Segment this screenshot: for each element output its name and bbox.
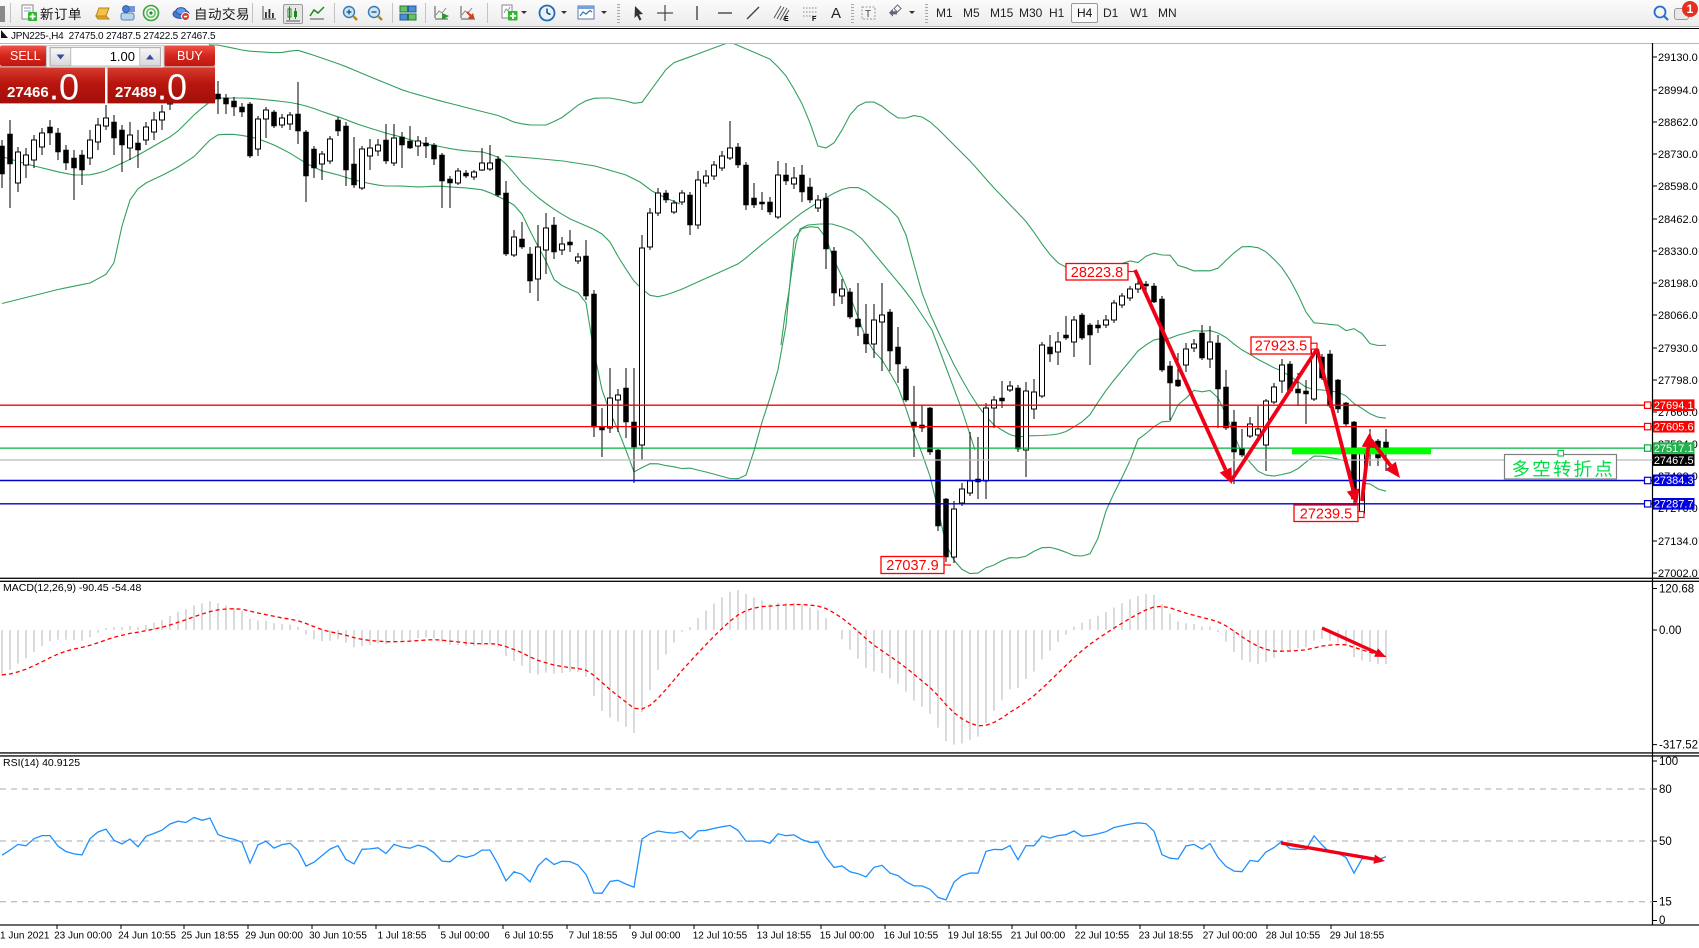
svg-text:0: 0 [1659,915,1665,927]
svg-text:27287.7: 27287.7 [1654,499,1694,511]
svg-text:23 Jun 00:00: 23 Jun 00:00 [54,931,112,942]
svg-text:50: 50 [1659,836,1672,848]
svg-text:25 Jun 18:55: 25 Jun 18:55 [181,931,239,942]
svg-text:28862.0: 28862.0 [1658,117,1698,129]
svg-text:6 Jul 10:55: 6 Jul 10:55 [505,931,554,942]
svg-text:29 Jun 00:00: 29 Jun 00:00 [245,931,303,942]
svg-text:27694.1: 27694.1 [1654,400,1694,412]
svg-text:27239.5: 27239.5 [1300,506,1352,522]
svg-text:27605.6: 27605.6 [1654,422,1694,434]
svg-text:15 Jul 00:00: 15 Jul 00:00 [820,931,875,942]
svg-text:13 Jul 18:55: 13 Jul 18:55 [757,931,812,942]
svg-text:27384.3: 27384.3 [1654,475,1694,487]
svg-text:30 Jun 10:55: 30 Jun 10:55 [309,931,367,942]
svg-text:RSI(14) 40.9125: RSI(14) 40.9125 [3,757,80,769]
svg-text:27798.0: 27798.0 [1658,375,1698,387]
svg-text:F: F [812,16,817,22]
svg-text:9 Jul 00:00: 9 Jul 00:00 [632,931,681,942]
svg-text:27037.9: 27037.9 [886,558,938,574]
svg-text:28994.0: 28994.0 [1658,85,1698,97]
svg-text:28598.0: 28598.0 [1658,181,1698,193]
svg-text:-317.52: -317.52 [1659,740,1698,752]
svg-text:28066.0: 28066.0 [1658,310,1698,322]
svg-text:.0: .0 [49,67,79,108]
svg-text:120.68: 120.68 [1659,584,1694,596]
svg-text:BUY: BUY [177,49,203,63]
svg-text:SELL: SELL [10,49,41,63]
svg-text:21 Jul 00:00: 21 Jul 00:00 [1011,931,1066,942]
svg-text:28 Jul 10:55: 28 Jul 10:55 [1266,931,1321,942]
svg-text:1 Jun 2021: 1 Jun 2021 [0,931,50,942]
svg-text:1 Jul 18:55: 1 Jul 18:55 [378,931,427,942]
svg-text:0.00: 0.00 [1659,625,1681,637]
svg-text:27134.0: 27134.0 [1658,536,1698,548]
svg-text:JPN225-,H4 27475.0 27487.5 27: JPN225-,H4 27475.0 27487.5 27422.5 27467… [11,31,216,42]
svg-text:27517.1: 27517.1 [1654,443,1694,455]
svg-text:27489: 27489 [115,84,157,101]
svg-text:19 Jul 18:55: 19 Jul 18:55 [948,931,1003,942]
svg-text:29 Jul 18:55: 29 Jul 18:55 [1330,931,1385,942]
svg-text:27930.0: 27930.0 [1658,343,1698,355]
svg-text:T: T [865,9,871,20]
svg-text:27923.5: 27923.5 [1255,339,1307,355]
svg-text:28223.8: 28223.8 [1071,265,1123,281]
svg-text:27 Jul 00:00: 27 Jul 00:00 [1203,931,1258,942]
svg-text:MACD(12,26,9) -90.45 -54.48: MACD(12,26,9) -90.45 -54.48 [3,582,141,594]
svg-text:28330.0: 28330.0 [1658,246,1698,258]
svg-text:28198.0: 28198.0 [1658,278,1698,290]
svg-text:16 Jul 10:55: 16 Jul 10:55 [884,931,939,942]
svg-text:23 Jul 18:55: 23 Jul 18:55 [1139,931,1194,942]
svg-text:1.00: 1.00 [110,49,135,64]
svg-text:80: 80 [1659,784,1672,796]
svg-text:15: 15 [1659,897,1672,909]
svg-text:24 Jun 10:55: 24 Jun 10:55 [118,931,176,942]
svg-text:29130.0: 29130.0 [1658,52,1698,64]
svg-text:.0: .0 [157,67,187,108]
svg-text:5 Jul 00:00: 5 Jul 00:00 [441,931,490,942]
svg-text:28462.0: 28462.0 [1658,214,1698,226]
svg-text:27466: 27466 [7,84,49,101]
svg-text:7 Jul 18:55: 7 Jul 18:55 [569,931,618,942]
svg-text:22 Jul 10:55: 22 Jul 10:55 [1075,931,1130,942]
svg-text:27467.5: 27467.5 [1654,455,1694,467]
svg-text:E: E [784,16,789,22]
svg-text:100: 100 [1659,756,1678,768]
svg-text:27002.0: 27002.0 [1658,568,1698,580]
svg-text:28730.0: 28730.0 [1658,149,1698,161]
svg-text:12 Jul 10:55: 12 Jul 10:55 [693,931,748,942]
